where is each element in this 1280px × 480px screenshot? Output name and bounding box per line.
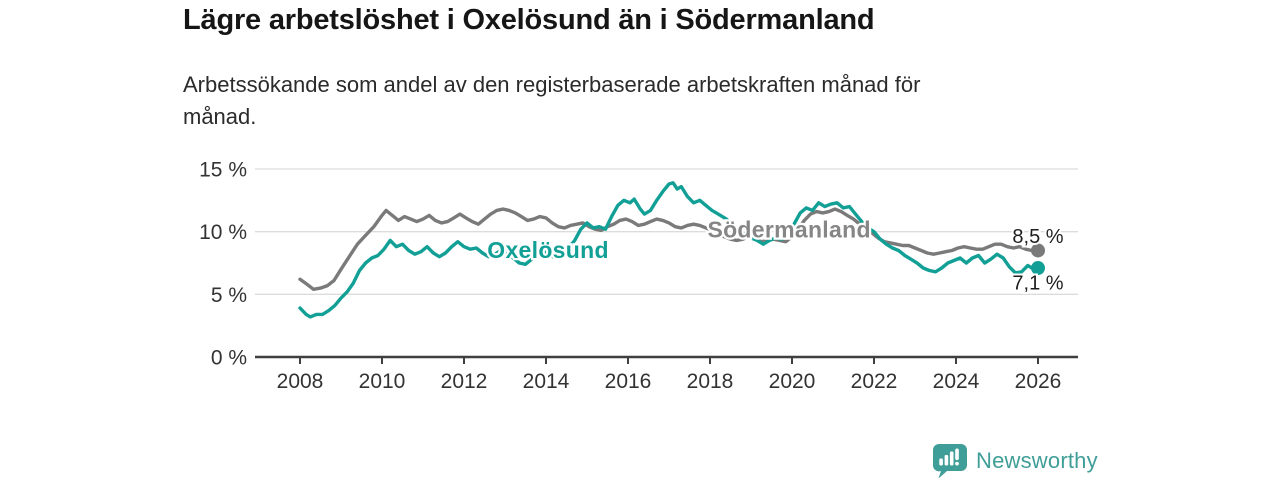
bar-3 <box>949 451 954 466</box>
chart-subtitle: Arbetssökande som andel av den registerb… <box>183 69 920 133</box>
exclamation-dot <box>955 461 959 466</box>
x-tick-label-2024: 2024 <box>933 370 980 393</box>
y-tick-label-5: 5 % <box>211 284 247 307</box>
x-tick-label-2014: 2014 <box>523 370 570 393</box>
brand-footer: Newsworthy <box>933 444 1098 478</box>
chart-title: Lägre arbetslöshet i Oxelösund än i Söde… <box>183 4 875 36</box>
x-tick-label-2008: 2008 <box>277 370 324 393</box>
chart-subtitle-line-1: Arbetssökande som andel av den registerb… <box>183 72 921 97</box>
x-tick-label-2022: 2022 <box>851 370 898 393</box>
x-tick-label-2026: 2026 <box>1015 370 1062 393</box>
y-tick-label-0: 0 % <box>211 347 247 370</box>
newsworthy-logo-icon <box>933 444 967 478</box>
bar-1 <box>939 458 943 466</box>
end-value-label-oxelösund: 7,1 % <box>1012 273 1063 295</box>
x-tick-label-2010: 2010 <box>359 370 406 393</box>
x-tick-label-2020: 2020 <box>769 370 816 393</box>
end-dot-oxelösund <box>1031 261 1045 276</box>
series-line-södermanland <box>298 207 1040 291</box>
end-dot-södermanland <box>1031 243 1045 258</box>
x-tick-label-2018: 2018 <box>687 370 734 393</box>
x-tick-label-2012: 2012 <box>441 370 488 393</box>
end-value-label-södermanland: 8,5 % <box>1012 226 1063 248</box>
chart-subtitle-line-2: månad. <box>183 104 257 129</box>
y-tick-label-10: 10 % <box>199 221 247 244</box>
series-label-södermanland: Södermanland <box>707 216 870 242</box>
y-tick-label-15: 15 % <box>199 159 247 182</box>
series-label-oxelösund: Oxelösund <box>487 237 609 263</box>
brand-name: Newsworthy <box>976 448 1098 473</box>
bar-2 <box>944 455 949 466</box>
x-tick-label-2016: 2016 <box>605 370 652 393</box>
exclamation-bar <box>955 448 959 460</box>
series-line-oxelösund <box>298 181 1040 319</box>
